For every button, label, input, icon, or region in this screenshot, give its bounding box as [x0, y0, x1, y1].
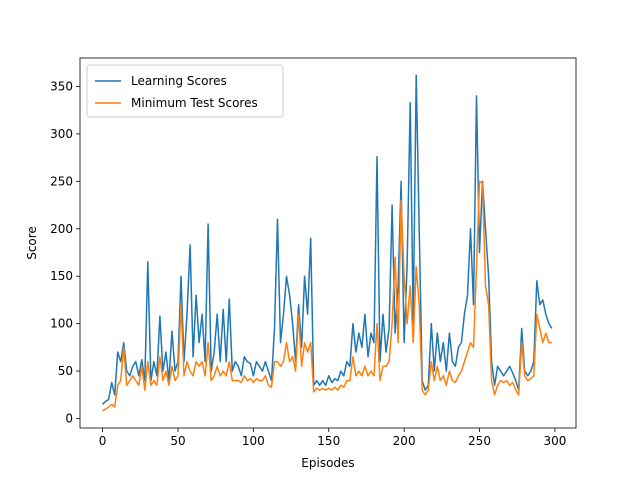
y-axis-label: Score: [25, 226, 39, 260]
y-tick-label: 150: [50, 269, 73, 283]
series-line: [102, 180, 552, 412]
series-line: [102, 74, 553, 405]
x-tick-label: 200: [393, 434, 416, 448]
x-tick-label: 150: [317, 434, 340, 448]
x-tick-label: 0: [99, 434, 107, 448]
y-tick-label: 250: [50, 174, 73, 188]
y-tick-label: 200: [50, 222, 73, 236]
y-tick-label: 100: [50, 317, 73, 331]
x-tick-label: 100: [242, 434, 265, 448]
x-axis-label: Episodes: [301, 456, 354, 470]
legend-label: Learning Scores: [131, 74, 227, 88]
x-tick-label: 250: [468, 434, 491, 448]
legend-label: Minimum Test Scores: [131, 96, 258, 110]
y-tick-label: 0: [65, 412, 73, 426]
x-tick-label: 300: [543, 434, 566, 448]
y-tick-label: 50: [58, 364, 73, 378]
x-tick-label: 50: [170, 434, 185, 448]
plot-frame: [79, 57, 577, 429]
y-tick-label: 350: [50, 79, 73, 93]
legend-box: [86, 64, 284, 118]
y-tick-label: 300: [50, 127, 73, 141]
